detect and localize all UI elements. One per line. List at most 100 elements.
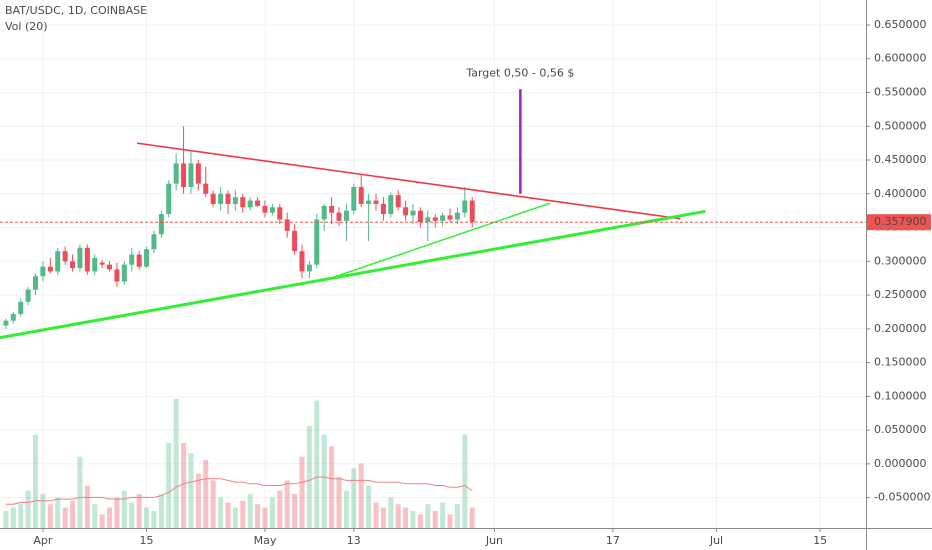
volume-bar [247, 494, 253, 528]
trend-line [324, 202, 551, 281]
volume-bar [351, 468, 357, 528]
volume-bar [62, 507, 68, 528]
candle-body [203, 183, 209, 194]
x-tick-label: 15 [140, 534, 154, 547]
candle-body [321, 205, 327, 220]
volume-bar [173, 398, 179, 528]
volume-bar [343, 490, 349, 528]
volume-bar [25, 490, 31, 528]
volume-bar [195, 473, 201, 528]
volume-bar [210, 480, 216, 528]
y-tick-label: 0.250000 [874, 288, 927, 301]
candle-body [380, 203, 386, 215]
candle-body [40, 266, 46, 277]
y-tick-label: -0.050000 [874, 491, 930, 504]
volume-bar [440, 502, 446, 528]
candle-body [284, 219, 290, 231]
volume-bar [284, 480, 290, 528]
volume-bar [358, 463, 364, 528]
candle-body [410, 210, 416, 216]
volume-bar [181, 443, 187, 528]
candle-body [329, 205, 335, 213]
volume-bar [99, 514, 105, 528]
volume-bar [262, 507, 268, 528]
candle-body [55, 251, 61, 272]
candle-body [417, 210, 423, 223]
volume-bar [70, 500, 76, 528]
volume-bar [380, 507, 386, 528]
candle-body [225, 193, 231, 204]
y-tick-label: 0.500000 [874, 119, 927, 132]
volume-pane [3, 398, 475, 528]
volume-bar [158, 494, 164, 528]
candle-body [306, 264, 312, 272]
volume-ma-line [5, 476, 473, 505]
candle-body [277, 207, 283, 220]
candle-body [84, 247, 90, 272]
volume-bar [277, 490, 283, 528]
volume-bar [329, 446, 335, 528]
candle-body [166, 183, 172, 215]
volume-bar [10, 507, 16, 528]
x-tick-label: 15 [813, 534, 827, 547]
volume-bar [218, 497, 224, 528]
trend-line [136, 142, 681, 220]
candle-body [395, 195, 401, 208]
x-tick-label: May [254, 534, 277, 547]
volume-bar [403, 507, 409, 528]
candle-body [247, 200, 253, 208]
volume-bar [373, 502, 379, 528]
volume-bar [432, 511, 438, 528]
x-tick-label: 13 [347, 534, 361, 547]
volume-bar [299, 456, 305, 528]
volume-bar [255, 504, 261, 528]
last-price-box [867, 214, 931, 231]
candle-body [218, 193, 224, 204]
y-tick-label: 0.100000 [874, 389, 927, 402]
candle-body [373, 200, 379, 204]
y-tick-label: 0.550000 [874, 86, 927, 99]
volume-bar [306, 426, 312, 528]
candle-body [158, 214, 164, 235]
volume-bar [395, 504, 401, 528]
candle-body [388, 195, 394, 215]
candle-body [440, 215, 446, 221]
candle-body [121, 264, 127, 282]
candle-body [33, 276, 39, 290]
candle-body [351, 187, 357, 211]
candle-body [232, 197, 238, 204]
candle-body [447, 215, 453, 220]
y-tick-label: 0.150000 [874, 356, 927, 369]
y-tick-label: 0.050000 [874, 423, 927, 436]
candle-body [292, 230, 298, 252]
candle-body [136, 254, 142, 267]
volume-bar [336, 477, 342, 528]
volume-bar [84, 485, 90, 528]
x-tick-label: Jun [485, 534, 503, 547]
candle-body [18, 301, 24, 314]
volume-bar [292, 494, 298, 528]
annotation: Target 0,50 - 0,56 $ [465, 67, 574, 80]
y-tick-label: 0.000000 [874, 457, 927, 470]
candle-body [343, 210, 349, 221]
volume-bar [240, 500, 246, 528]
candle-body [25, 289, 31, 302]
x-tick-label: Apr [33, 534, 53, 547]
candle-body [10, 313, 16, 321]
volume-bar [225, 502, 231, 528]
volume-bar [469, 507, 475, 528]
candle-body [173, 163, 179, 184]
volume-bar [33, 434, 39, 528]
candle-body [366, 200, 372, 204]
candle-body [188, 163, 194, 188]
volume-bar [136, 494, 142, 528]
candle-body [299, 251, 305, 272]
chart-subtitle: Vol (20) [5, 20, 48, 33]
volume-bar [188, 453, 194, 528]
candle-body [92, 257, 98, 272]
volume-bar [314, 400, 320, 528]
candle-body [70, 261, 76, 269]
volume-bar [388, 497, 394, 528]
